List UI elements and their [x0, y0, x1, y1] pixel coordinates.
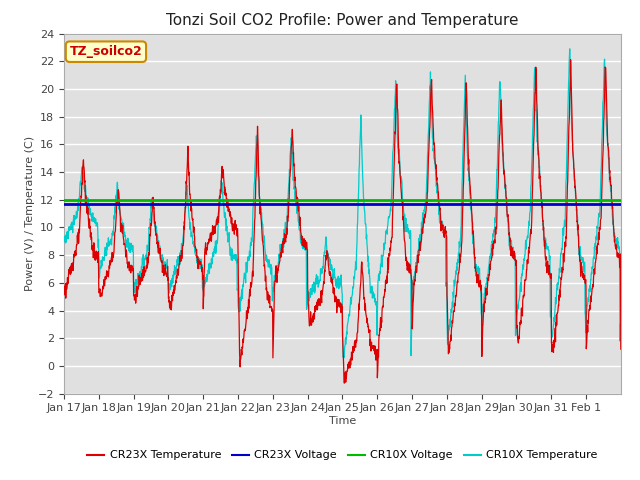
Y-axis label: Power (V) / Temperature (C): Power (V) / Temperature (C): [25, 136, 35, 291]
Legend: CR23X Temperature, CR23X Voltage, CR10X Voltage, CR10X Temperature: CR23X Temperature, CR23X Voltage, CR10X …: [83, 446, 602, 465]
Title: Tonzi Soil CO2 Profile: Power and Temperature: Tonzi Soil CO2 Profile: Power and Temper…: [166, 13, 518, 28]
Text: TZ_soilco2: TZ_soilco2: [70, 45, 142, 58]
X-axis label: Time: Time: [329, 416, 356, 426]
